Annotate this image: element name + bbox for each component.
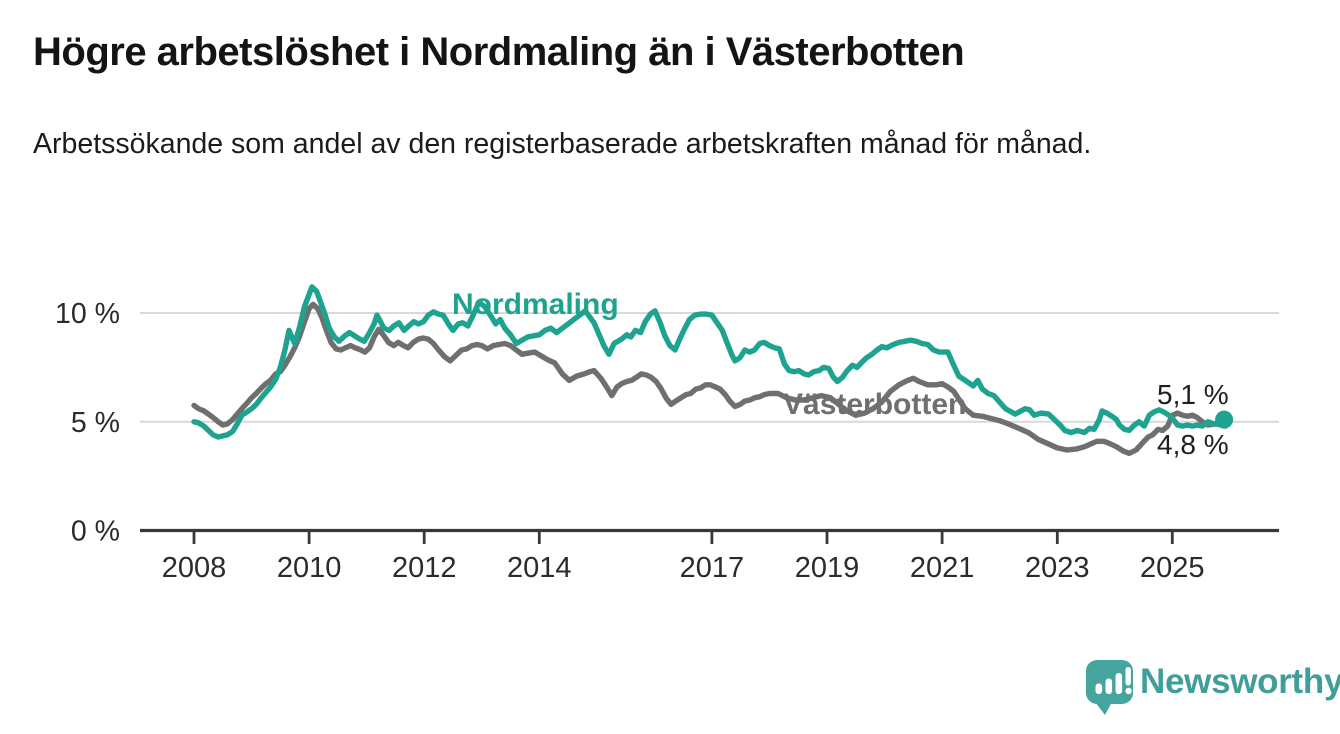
series-label-nordmaling: Nordmaling bbox=[452, 288, 619, 321]
logo-exclamation-dot bbox=[1125, 687, 1132, 695]
x-tick-label-2008: 2008 bbox=[162, 552, 227, 584]
x-tick-label-2014: 2014 bbox=[507, 552, 572, 584]
series-line-västerbotten bbox=[191, 301, 1228, 456]
newsworthy-logo-text: Newsworthy bbox=[1140, 662, 1340, 701]
series-label-vasterbotten: Västerbotten bbox=[783, 388, 967, 421]
y-tick-label-0: 0 % bbox=[71, 516, 120, 548]
x-tick-label-2021: 2021 bbox=[910, 552, 975, 584]
x-tick-label-2010: 2010 bbox=[277, 552, 342, 584]
logo-bar-3 bbox=[1115, 673, 1123, 694]
series-line-nordmaling bbox=[191, 284, 1227, 440]
end-value-label-nordmaling: 5,1 % bbox=[1157, 379, 1229, 410]
x-tick-label-2012: 2012 bbox=[392, 552, 457, 584]
x-tick-label-2025: 2025 bbox=[1140, 552, 1205, 584]
logo-exclamation-stroke bbox=[1125, 667, 1131, 686]
logo-bar-2 bbox=[1105, 678, 1113, 694]
end-value-label-vasterbotten: 4,8 % bbox=[1157, 429, 1229, 460]
newsworthy-logo: Newsworthy bbox=[1084, 656, 1340, 718]
logo-bar-1 bbox=[1095, 683, 1103, 694]
logo-speech-bubble-tail bbox=[1095, 702, 1112, 715]
x-tick-label-2017: 2017 bbox=[680, 552, 745, 584]
x-tick-label-2023: 2023 bbox=[1025, 552, 1090, 584]
x-tick-label-2019: 2019 bbox=[795, 552, 860, 584]
y-tick-label-10: 10 % bbox=[55, 298, 120, 330]
newsworthy-logo-icon bbox=[1086, 660, 1133, 715]
chart-subtitle: Arbetssökande som andel av den registerb… bbox=[33, 128, 1092, 160]
y-tick-label-5: 5 % bbox=[71, 407, 120, 439]
series-end-dot-nordmaling bbox=[1215, 410, 1234, 429]
page-title: Högre arbetslöshet i Nordmaling än i Väs… bbox=[33, 30, 965, 74]
